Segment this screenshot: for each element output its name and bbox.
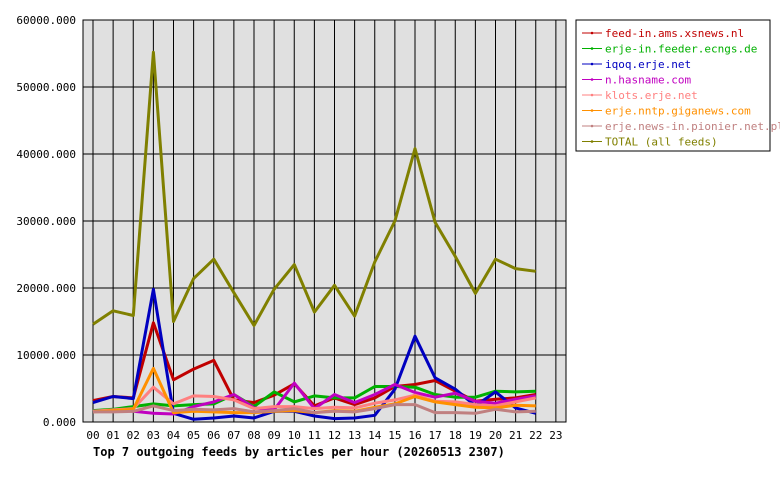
x-tick-label: 15 (388, 429, 401, 442)
y-tick-labels: 0.000 10000.000 20000.000 30000.000 40000.00… (16, 14, 76, 429)
legend-label: n.hasname.com (605, 74, 691, 87)
y-tick-label: 20000.000 (16, 282, 76, 295)
legend-marker (590, 93, 594, 97)
y-tick-label: 50000.000 (16, 81, 76, 94)
x-tick-label: 07 (227, 429, 240, 442)
legend-label: klots.erje.net (605, 89, 698, 102)
x-tick-label: 11 (308, 429, 321, 442)
x-tick-label: 13 (348, 429, 361, 442)
legend-marker (590, 31, 594, 35)
x-tick-label: 05 (187, 429, 200, 442)
series-line (93, 403, 536, 415)
x-tick-label: 14 (368, 429, 382, 442)
x-tick-label: 02 (127, 429, 140, 442)
grid-lines (83, 19, 566, 423)
x-tick-label: 10 (288, 429, 301, 442)
y-tick-label: 40000.000 (16, 148, 76, 161)
x-tick-label: 03 (147, 429, 160, 442)
legend-label: erje-in.feeder.ecngs.de (605, 43, 757, 56)
x-tick-label: 09 (268, 429, 281, 442)
legend-marker (590, 62, 594, 66)
x-tick-label: 01 (107, 429, 120, 442)
x-tick-label: 04 (167, 429, 181, 442)
legend-marker (590, 124, 594, 128)
legend-label: TOTAL (all feeds) (605, 136, 718, 149)
y-tick-label: 60000.000 (16, 14, 76, 27)
x-tick-label: 19 (469, 429, 482, 442)
legend-label: iqoq.erje.net (605, 58, 691, 71)
x-tick-label: 06 (207, 429, 220, 442)
x-tick-label: 08 (247, 429, 260, 442)
legend-label: erje.news-in.pionier.net.pl (605, 120, 780, 133)
x-tick-label: 12 (328, 429, 341, 442)
x-tick-label: 22 (529, 429, 542, 442)
y-tick-label: 30000.000 (16, 215, 76, 228)
legend-label: feed-in.ams.xsnews.nl (605, 27, 744, 40)
x-tick-label: 23 (549, 429, 562, 442)
legend: feed-in.ams.xsnews.nl erje-in.feeder.ecng… (582, 27, 780, 149)
x-tick-label: 17 (429, 429, 442, 442)
x-tick-label: 21 (509, 429, 522, 442)
legend-marker (590, 109, 594, 112)
y-tick-label: 0.000 (43, 416, 76, 429)
legend-marker (590, 140, 594, 143)
legend-marker (590, 78, 594, 81)
legend-label: erje.nntp.giganews.com (605, 105, 751, 118)
legend-box (575, 19, 771, 152)
x-tick-label: 18 (449, 429, 462, 442)
x-tick-label: 16 (408, 429, 421, 442)
series-line (92, 50, 536, 327)
x-tick-label: 00 (86, 429, 99, 442)
chart-title: Top 7 outgoing feeds by articles per hou… (93, 445, 505, 459)
plot-frame (82, 19, 567, 423)
y-tick-label: 10000.000 (16, 349, 76, 362)
legend-marker (590, 47, 594, 50)
series-layer (92, 50, 537, 421)
x-tick-labels: 00 01 02 03 04 05 06 07 08 09 10 11 12 13 14 15 16 17 18 19… (86, 429, 562, 442)
x-tick-label: 20 (489, 429, 502, 442)
